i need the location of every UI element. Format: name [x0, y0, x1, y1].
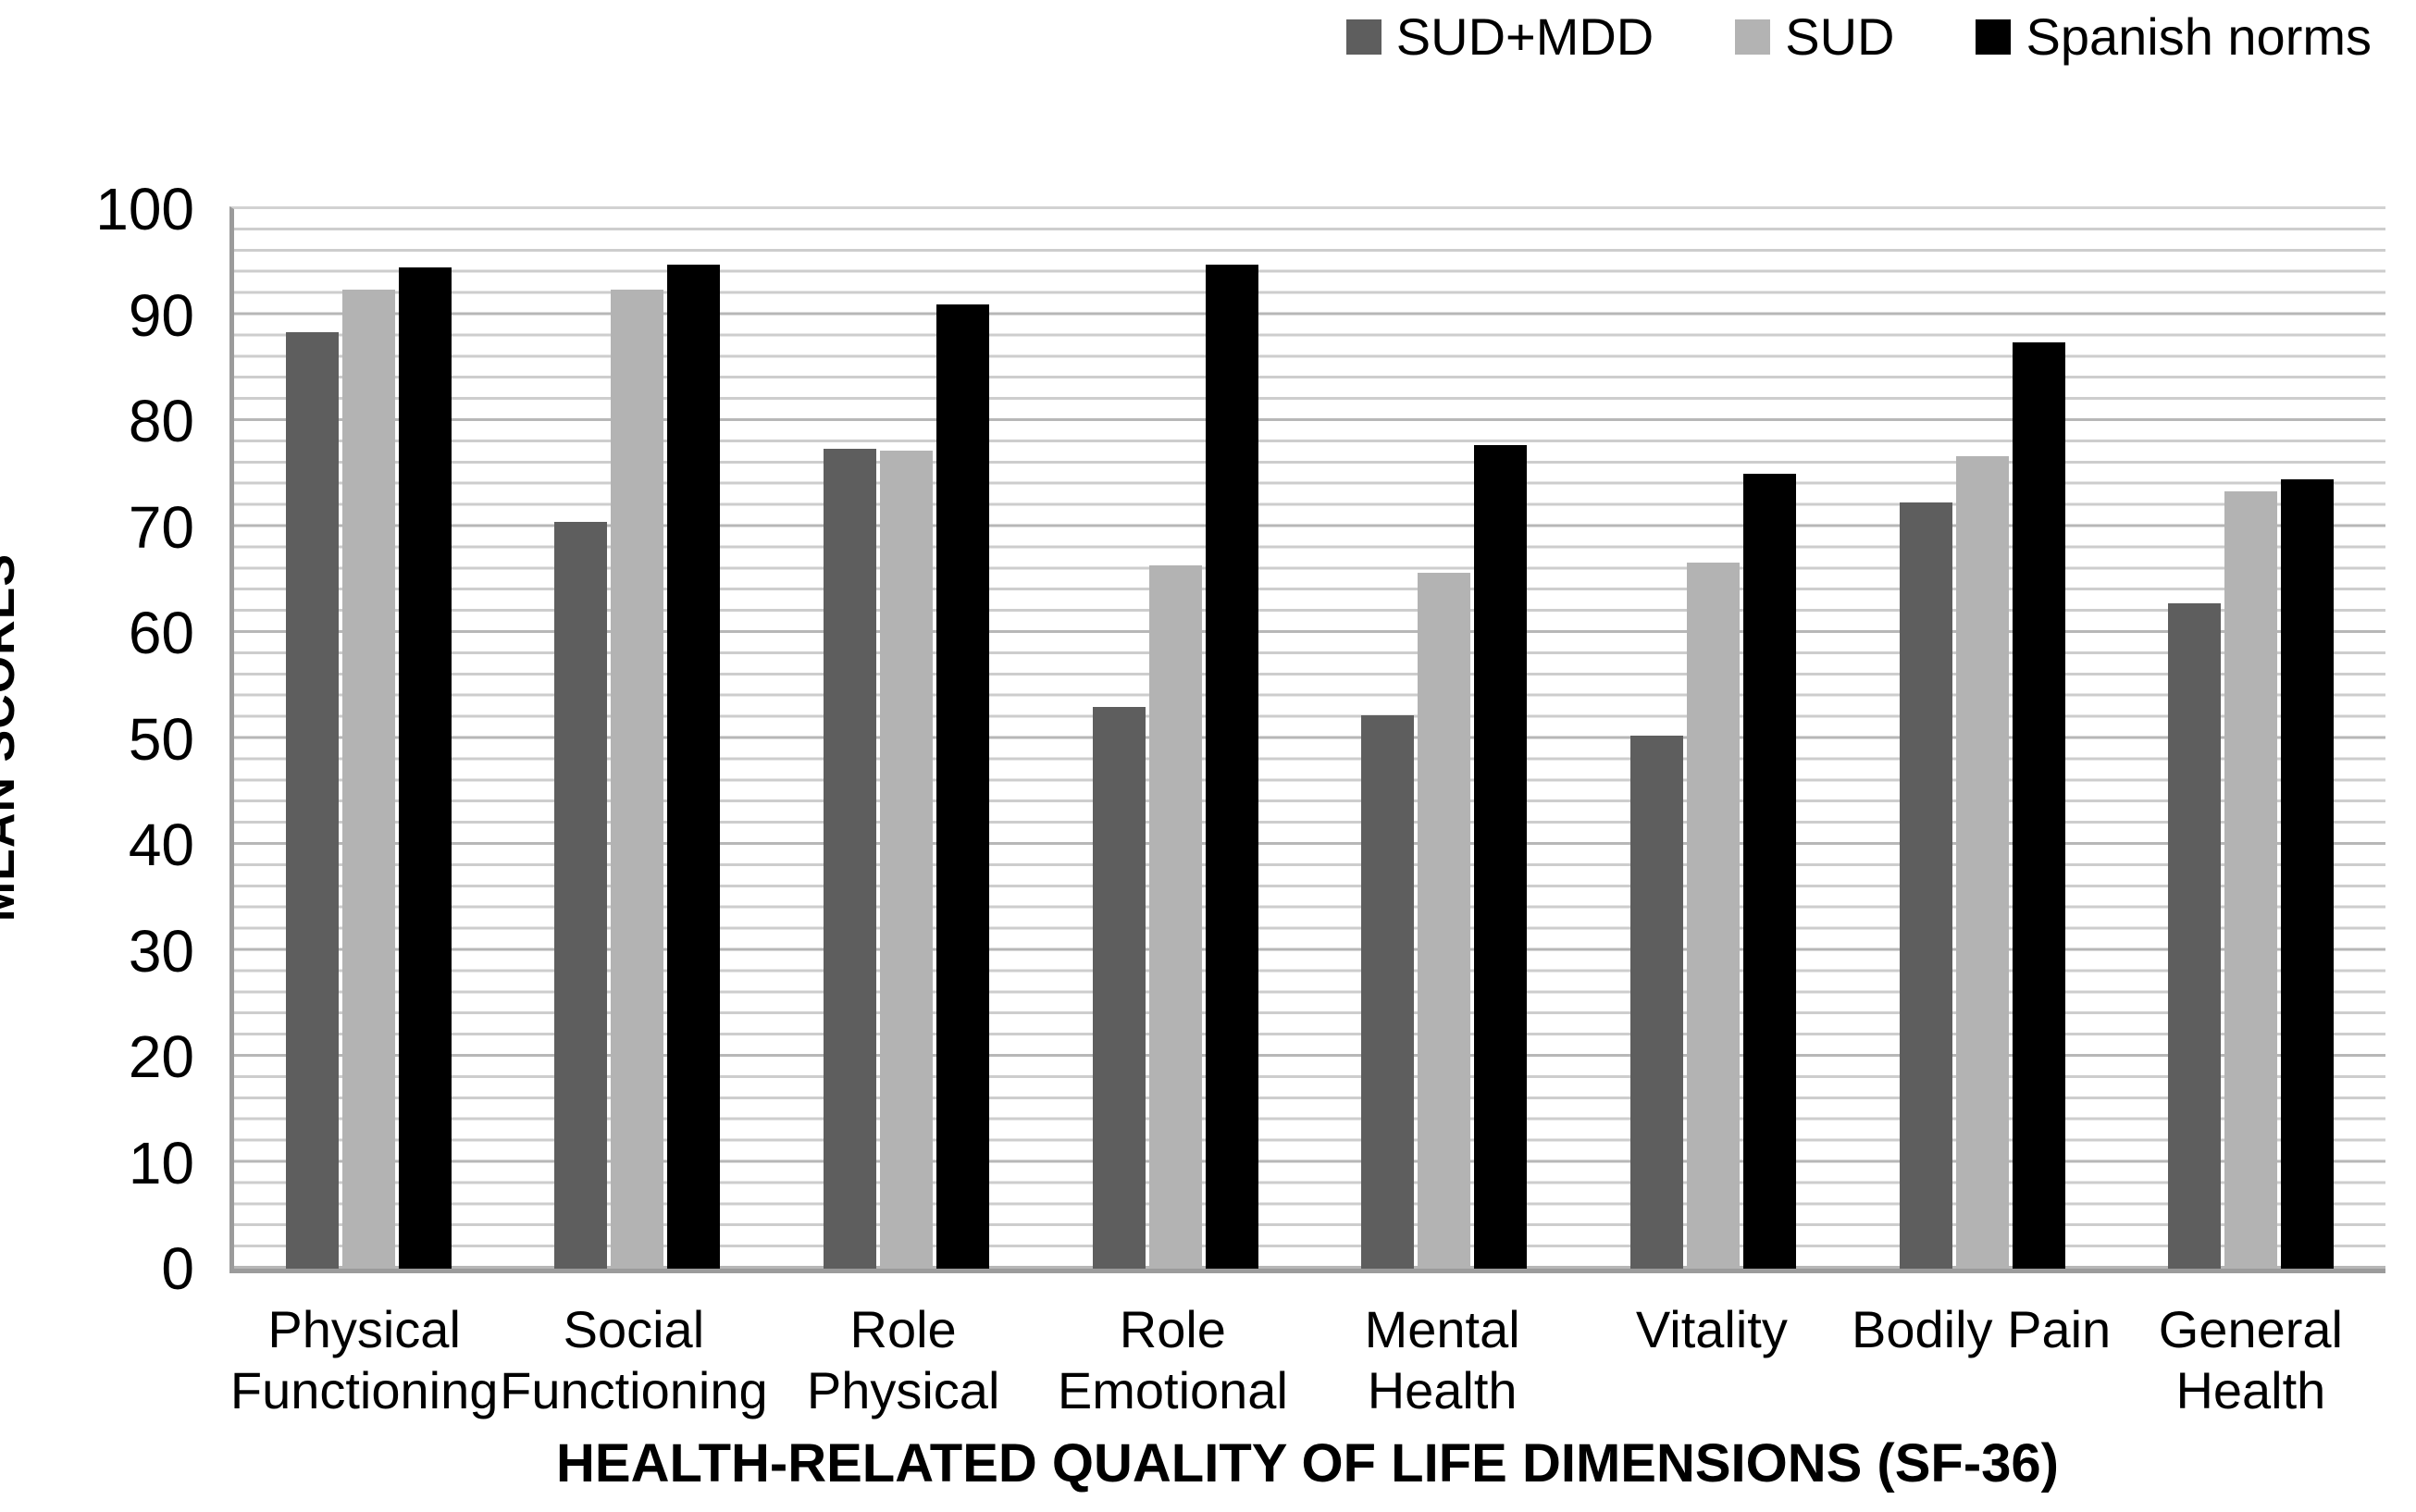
bar — [1205, 264, 1258, 1269]
bar-group — [2116, 209, 2385, 1269]
x-category-label: General Health — [2158, 1300, 2343, 1420]
bar — [1474, 445, 1528, 1269]
legend-item: SUD — [1735, 11, 1894, 63]
bar — [1686, 563, 1740, 1269]
bar-group — [1579, 209, 1848, 1269]
y-tick-label: 10 — [128, 1129, 194, 1196]
y-tick-label: 70 — [128, 493, 194, 561]
x-category-label: Vitality — [1635, 1300, 1788, 1358]
y-tick-label: 80 — [128, 388, 194, 454]
y-tick-label: 100 — [95, 176, 194, 242]
x-category-label: Physical Functioning — [229, 1300, 499, 1420]
legend-label: SUD+MDD — [1395, 7, 1654, 66]
bar — [2012, 342, 2065, 1269]
bar — [1092, 707, 1146, 1269]
bar — [2168, 602, 2222, 1269]
bar — [1418, 572, 1471, 1269]
bar — [285, 331, 339, 1269]
bar — [1148, 564, 1202, 1269]
legend-label: SUD — [1785, 7, 1895, 66]
y-tick-label: 90 — [128, 281, 194, 349]
y-tick-label: 40 — [128, 812, 194, 878]
legend-swatch-icon — [1735, 19, 1771, 55]
bar — [1742, 474, 1796, 1269]
x-category-label: Role Physical — [806, 1300, 1000, 1420]
bar-group — [772, 209, 1041, 1269]
x-category-label: Role Emotional — [1057, 1300, 1288, 1420]
bar — [398, 266, 452, 1269]
bar — [824, 448, 877, 1269]
y-axis-ticks: 0 10 20 30 40 50 60 70 80 90 100 — [0, 0, 194, 1512]
bar — [611, 290, 664, 1269]
bar — [880, 451, 934, 1269]
bar — [1361, 715, 1415, 1269]
bar — [2224, 490, 2278, 1269]
bar — [2281, 478, 2335, 1269]
bar — [667, 264, 721, 1269]
bar — [341, 290, 395, 1269]
chart-legend: SUD+MDD SUD Spanish norms — [1345, 7, 2372, 66]
bar-group — [234, 209, 503, 1269]
bar — [554, 521, 608, 1269]
bar — [1629, 736, 1683, 1269]
x-category-label: Bodily Pain — [1852, 1300, 2112, 1358]
bar-group — [1310, 209, 1580, 1269]
legend-swatch-icon — [1976, 19, 2012, 55]
legend-item: Spanish norms — [1976, 11, 2372, 63]
legend-swatch-icon — [1345, 19, 1381, 55]
legend-label: Spanish norms — [2026, 7, 2372, 66]
bar-group — [503, 209, 773, 1269]
bar-group — [1848, 209, 2117, 1269]
bar — [936, 304, 990, 1269]
y-tick-label: 0 — [161, 1235, 194, 1302]
x-axis-category-labels: Physical Functioning Social Functioning Ro… — [229, 1299, 2385, 1421]
y-tick-label: 30 — [128, 917, 194, 985]
bar — [1899, 502, 1952, 1269]
bar — [1955, 455, 2009, 1269]
legend-item: SUD+MDD — [1345, 7, 1654, 66]
bar-groups — [234, 209, 2385, 1269]
y-tick-label: 50 — [128, 705, 194, 773]
y-tick-label: 20 — [128, 1023, 194, 1090]
bar-group — [1041, 209, 1310, 1269]
x-category-label: Social Functioning — [500, 1300, 768, 1420]
x-category-label: Mental Health — [1364, 1300, 1520, 1420]
y-tick-label: 60 — [128, 600, 194, 666]
plot-area — [229, 206, 2385, 1273]
x-axis-title: HEALTH-RELATED QUALITY OF LIFE DIMENSION… — [556, 1433, 2059, 1493]
